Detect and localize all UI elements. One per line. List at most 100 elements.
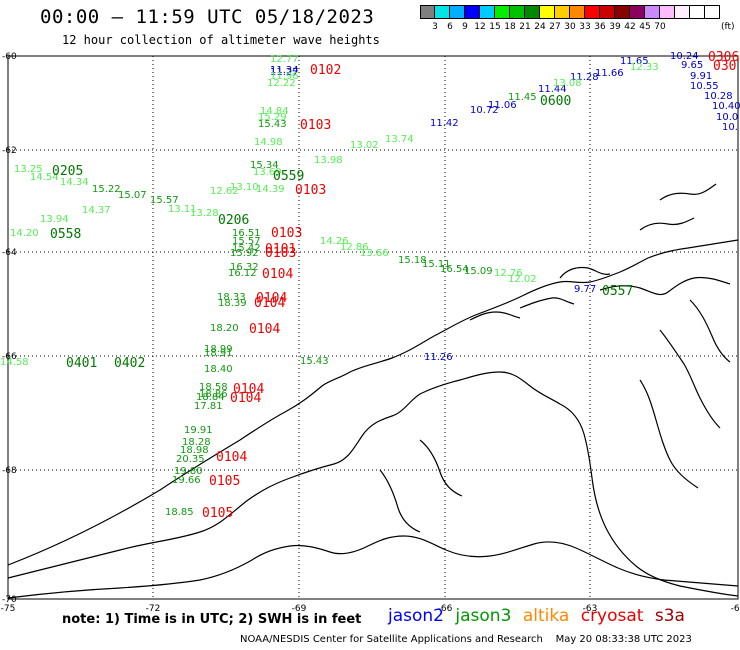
wave-height-value: 15.09 [464,266,493,277]
wave-height-value: 20.35 [176,454,205,465]
pass-time-label: 030 [713,59,736,74]
color-swatch [660,5,675,19]
wave-height-value: 12.77 [270,54,299,65]
wave-height-value: 13.69 [253,167,282,178]
pass-time-label: 0103 [271,226,302,241]
pass-time-label: 0102 [310,63,341,78]
wave-height-value: 11.42 [430,118,459,129]
wave-height-value: 18.28 [182,437,211,448]
pass-time-label: 0104 [256,291,287,306]
wave-height-value: 15.11 [422,259,451,270]
color-scale-tick: 33 [579,22,591,32]
wave-height-value: 13.10 [230,182,259,193]
wave-height-value: 16.51 [232,228,261,239]
wave-height-value: 12.76 [494,268,523,279]
mission-legend: jason2 jason3 altika cryosat s3a [388,606,691,626]
credit-text: NOAA/NESDIS Center for Satellite Applica… [240,634,543,645]
color-scale-tick: 27 [549,22,561,32]
wave-height-value: 9.65 [681,60,703,71]
color-swatch [510,5,525,19]
color-swatch [615,5,630,19]
wave-height-value: 13.98 [314,155,343,166]
color-scale-tick: 42 [624,22,636,32]
color-scale-tick: 36 [594,22,606,32]
footer-credit: NOAA/NESDIS Center for Satellite Applica… [240,634,692,645]
pass-time-label: 0105 [202,506,233,521]
pass-time-label: 0205 [52,164,83,179]
wave-height-value: 14.34 [60,177,89,188]
wave-height-value: 13.02 [350,140,379,151]
pass-time-label: 0104 [216,450,247,465]
wave-height-value: 10.28 [704,91,733,102]
color-scale-frame [420,5,720,19]
wave-height-value: 12.62 [210,186,239,197]
wave-height-value: 15.22 [92,184,121,195]
pass-time-labels: 0102010301030103010101030104010401040104… [50,50,739,521]
wave-height-value: 10.24 [670,51,699,62]
pass-time-label: 0557 [602,284,633,299]
pass-time-label: 0402 [114,356,145,371]
color-swatch [570,5,585,19]
pass-time-label: 0306 [708,50,739,65]
pass-time-label: 0104 [233,382,264,397]
color-scale-tick: 15 [489,22,501,32]
color-swatch [585,5,600,19]
color-swatch [480,5,495,19]
pass-time-label: 0104 [254,296,285,311]
pass-time-label: 0401 [66,356,97,371]
wave-height-value: 9.77 [574,284,596,295]
color-swatch [540,5,555,19]
color-swatch [465,5,480,19]
wave-height-value: 15.43 [258,119,287,130]
wave-height-value: 15.92 [230,248,259,259]
map-subtitle: 12 hour collection of altimeter wave hei… [62,33,380,47]
wave-height-value: 15.18 [398,255,427,266]
wave-height-value: 12.02 [508,274,537,285]
wave-height-value: 17.81 [194,401,223,412]
latitude-label: -68 [2,466,17,476]
color-swatch [450,5,465,19]
wave-height-value: 15.34 [250,160,279,171]
mission-s3a: s3a [654,606,685,626]
wave-height-value: 14.54 [30,172,59,183]
wave-height-value: 18.39 [218,298,247,309]
mission-altika: altika [522,606,570,626]
latitude-label: -62 [2,146,17,156]
latitude-label: -70 [2,595,17,605]
wave-height-value: 18.85 [165,507,194,518]
wave-height-value: 19.80 [174,466,203,477]
pass-time-label: 0600 [540,94,571,109]
wave-height-value: 15.29 [258,112,287,123]
wave-height-value: 12.33 [630,62,659,73]
color-scale-tick: 21 [519,22,531,32]
wave-height-value: 16.12 [228,268,257,279]
wave-height-value: 15.57 [150,195,179,206]
map-title: 00:00 – 11:59 UTC 05/18/2023 [40,6,375,28]
wave-height-value: 15.07 [118,190,147,201]
wave-height-value: 11.66 [595,68,624,79]
color-scale-tick: 12 [474,22,486,32]
wave-height-value: 15.42 [232,243,261,254]
wave-height-value: 13.28 [190,208,219,219]
wave-height-value: 11.28 [570,72,599,83]
color-scale-tick: 6 [447,22,453,32]
wave-height-value: 14.98 [254,137,283,148]
wave-height-value: 13.25 [14,164,43,175]
wave-height-value: 10.40 [712,101,740,112]
footer-note: note: 1) Time is in UTC; 2) SWH is in fe… [62,612,362,627]
wave-height-value: 18.33 [217,292,246,303]
pass-time-label: 0104 [230,391,261,406]
color-swatch [645,5,660,19]
wave-height-value: 11.26 [424,352,453,363]
mission-jason3: jason3 [455,606,512,626]
wave-height-value: 14.39 [256,184,285,195]
map-frame [7,55,739,600]
wave-height-value: 13.08 [553,78,582,89]
color-swatch [420,5,435,19]
wave-height-value: 11.44 [538,84,567,95]
pass-time-label: 0558 [50,227,81,242]
wave-height-value: 18.98 [180,445,209,456]
color-scale-tick: 24 [534,22,546,32]
pass-time-label: 0103 [265,246,296,261]
